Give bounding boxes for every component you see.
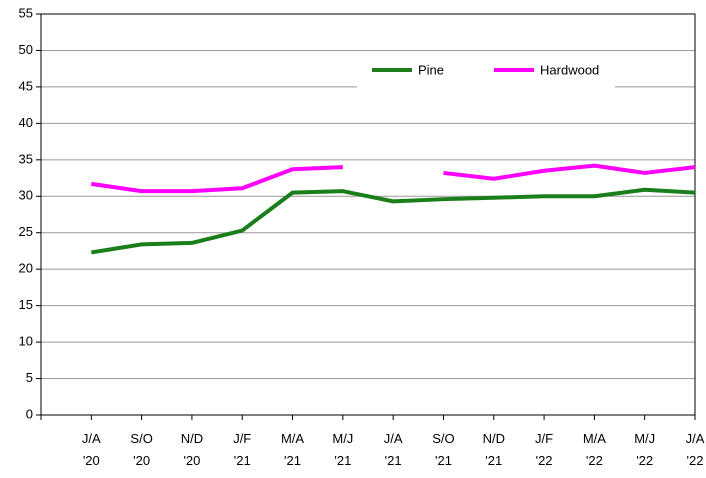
x-tick-label: J/F '21 bbox=[233, 431, 251, 468]
legend-label: Pine bbox=[418, 62, 444, 77]
x-tick-label: S/O '20 bbox=[130, 431, 152, 468]
y-tick-label: 30 bbox=[19, 188, 33, 203]
legend-label: Hardwood bbox=[540, 62, 599, 77]
y-tick-label: 10 bbox=[19, 334, 33, 349]
y-tick-label: 55 bbox=[19, 5, 33, 20]
series-line bbox=[91, 163, 696, 194]
x-tick-label: J/A '20 bbox=[82, 431, 101, 468]
series-line bbox=[90, 187, 696, 255]
x-tick-label: J/A '21 bbox=[384, 431, 403, 468]
y-tick-label: 5 bbox=[26, 370, 33, 385]
y-tick-label: 0 bbox=[26, 406, 33, 421]
plot-frame bbox=[40, 13, 696, 416]
x-tick-label: J/F '22 bbox=[535, 431, 553, 468]
x-tick-label: M/J '21 bbox=[332, 431, 353, 468]
x-tick-label: J/A '22 bbox=[686, 431, 705, 468]
y-tick-label: 25 bbox=[19, 224, 33, 239]
x-tick-label: M/A '22 bbox=[583, 431, 606, 468]
x-tick-label: N/D '20 bbox=[181, 431, 203, 468]
x-tick-label: M/J '22 bbox=[634, 431, 655, 468]
y-tick-label: 45 bbox=[19, 78, 33, 93]
x-tick-label: M/A '21 bbox=[281, 431, 304, 468]
y-tick-label: 40 bbox=[19, 115, 33, 130]
x-tick-label: S/O '21 bbox=[432, 431, 454, 468]
y-tick-label: 15 bbox=[19, 297, 33, 312]
y-tick-label: 20 bbox=[19, 261, 33, 276]
x-tick-label: N/D '21 bbox=[483, 431, 505, 468]
y-tick-label: 50 bbox=[19, 42, 33, 57]
y-tick-label: 35 bbox=[19, 151, 33, 166]
